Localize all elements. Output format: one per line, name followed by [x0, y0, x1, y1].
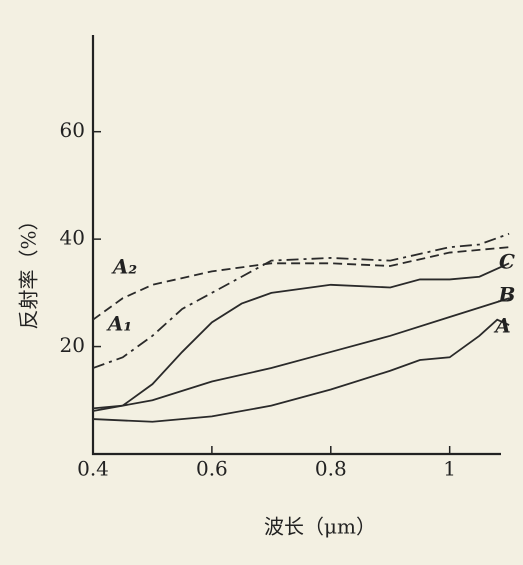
x-tick-label: 0.4 [77, 457, 109, 481]
y-axis-label: 反射率（%） [17, 210, 41, 329]
x-axis-label: 波长（μm） [264, 515, 376, 539]
series-label: A₂ [111, 255, 138, 279]
x-tick-label: 0.6 [196, 457, 228, 481]
line [92, 318, 510, 423]
series-label: A [493, 314, 511, 338]
x-tick-label: 1 [443, 457, 456, 481]
line [92, 262, 510, 410]
line [92, 246, 510, 321]
series-label: C [499, 250, 515, 274]
y-tick-label: 60 [60, 118, 85, 142]
x-tick-label: 0.8 [315, 457, 347, 481]
series-label: B [498, 283, 516, 307]
axis [91, 35, 501, 456]
y-tick-label: 20 [60, 333, 85, 357]
line [92, 297, 510, 412]
y-tick-label: 40 [60, 226, 85, 250]
line [92, 232, 510, 369]
series-label: A₁ [106, 312, 132, 336]
